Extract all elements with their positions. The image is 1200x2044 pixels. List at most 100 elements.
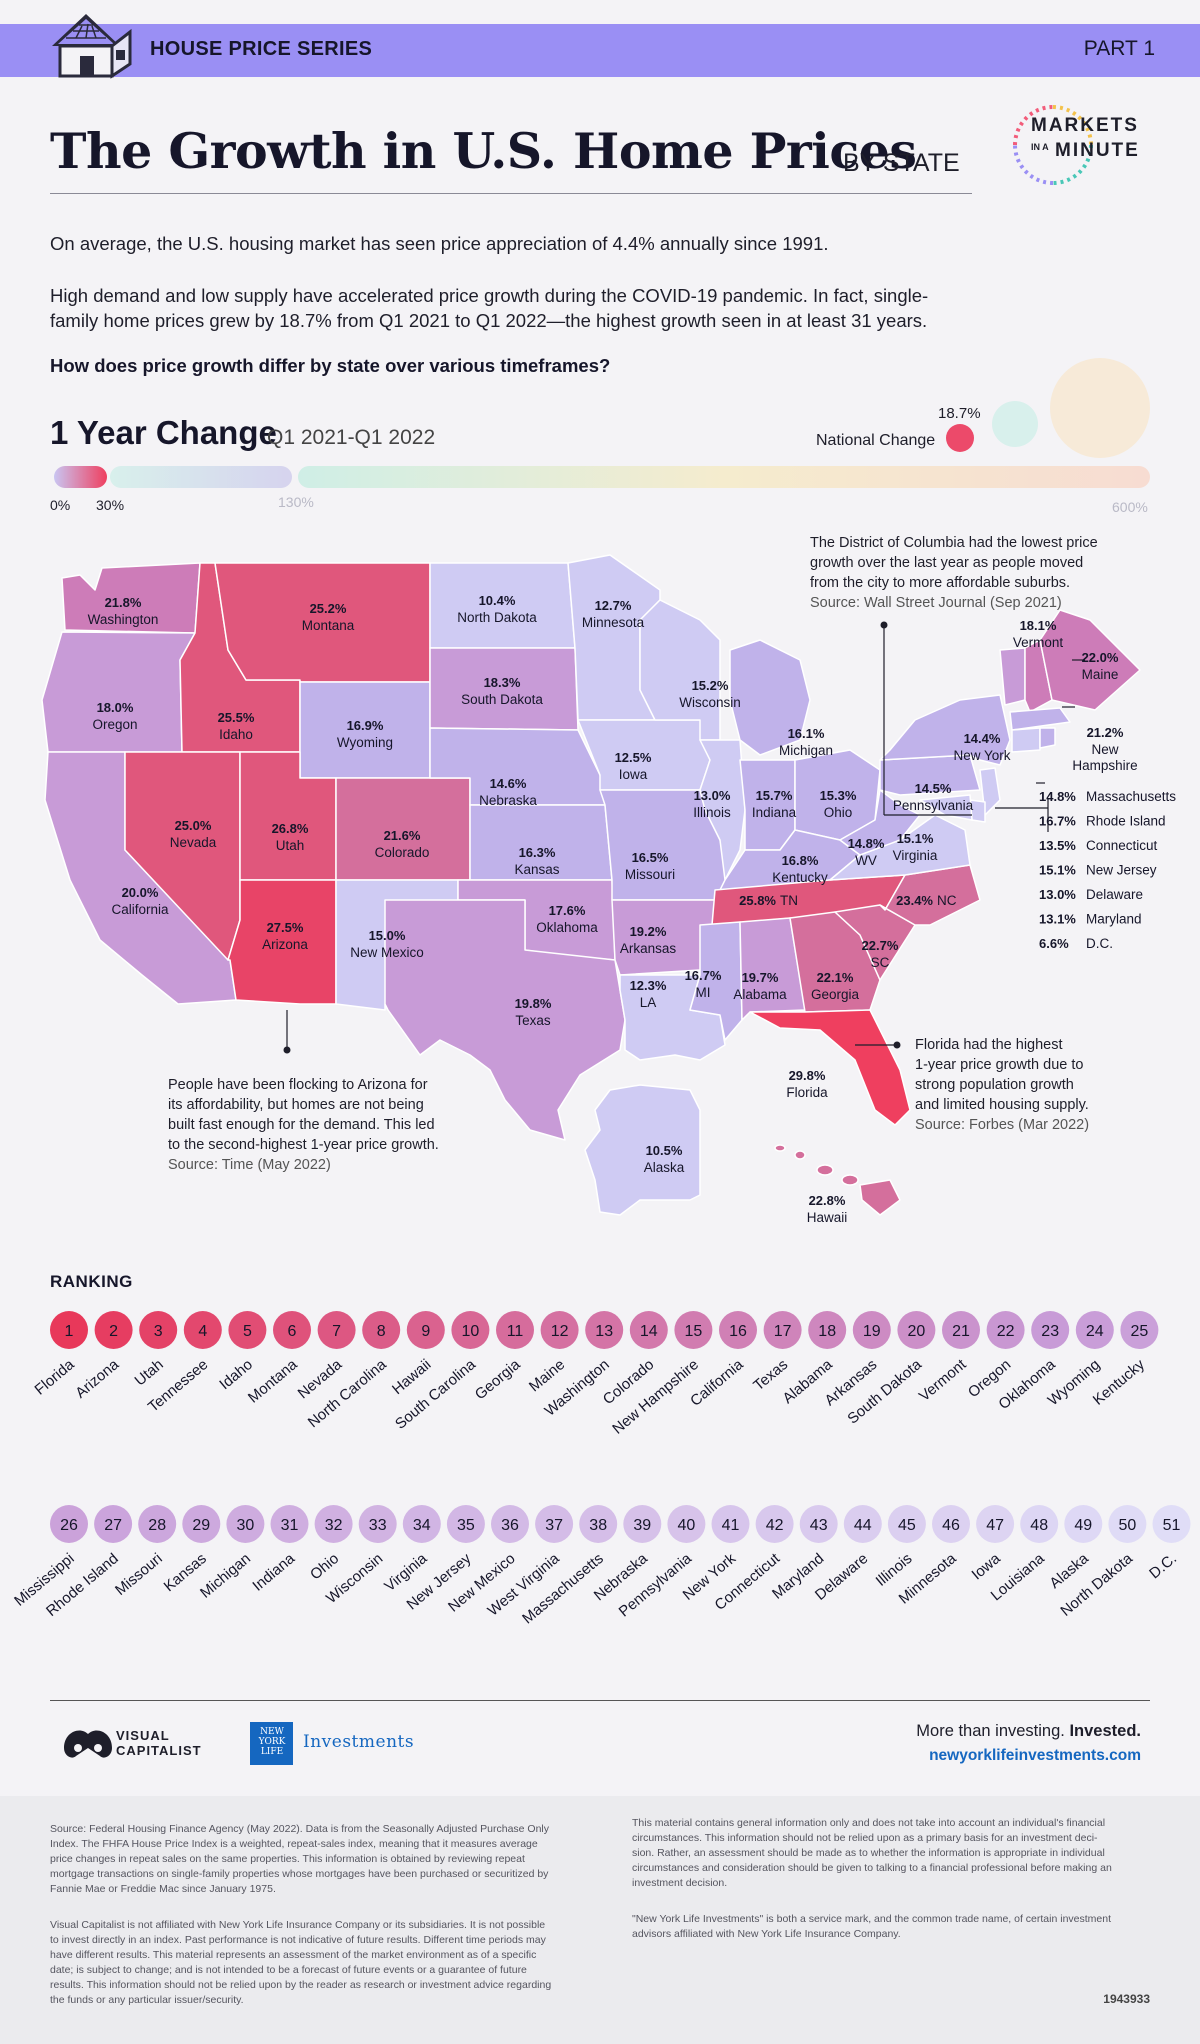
ranking-number: 14 — [640, 1323, 658, 1340]
scale-bubble-600 — [1050, 358, 1150, 458]
svg-text:16.1%: 16.1% — [788, 726, 825, 741]
visual-capitalist-logo — [64, 1730, 112, 1758]
svg-text:21.8%: 21.8% — [105, 595, 142, 610]
svg-text:10.4%: 10.4% — [479, 593, 516, 608]
house-icon — [52, 14, 132, 79]
ranking-badge — [94, 1311, 133, 1349]
ranking-badge — [226, 1505, 265, 1543]
ne-list-item: 6.6% D.C. — [1039, 936, 1113, 951]
state-label-AR: 19.2% Arkansas — [620, 924, 677, 956]
svg-text:Maine: Maine — [1082, 667, 1119, 682]
ranking-badge — [719, 1311, 757, 1349]
state-label-WV: 14.8% WV — [848, 836, 885, 868]
svg-text:15.0%: 15.0% — [369, 928, 406, 943]
state-label-CO: 21.6% Colorado — [375, 828, 430, 860]
ranking-number: 41 — [722, 1517, 740, 1534]
svg-text:19.8%: 19.8% — [515, 996, 552, 1011]
logo-word-minute: MINUTE — [1055, 140, 1140, 161]
state-label-WY: 16.9% Wyoming — [337, 718, 393, 750]
annotation-fl: Florida had the highest 1-year price gro… — [915, 1035, 1089, 1135]
ranking-item: 51 D.C. — [1146, 1505, 1191, 1582]
svg-text:22.1%: 22.1% — [817, 970, 854, 985]
svg-text:13.1%: 13.1% — [1039, 912, 1076, 927]
svg-text:12.7%: 12.7% — [595, 598, 632, 613]
change-title: 1 Year Change — [50, 414, 277, 451]
svg-text:Arizona: Arizona — [262, 937, 308, 952]
ranking-number: 21 — [952, 1323, 970, 1340]
svg-text:WV: WV — [855, 853, 877, 868]
ranking-badge — [674, 1311, 713, 1349]
disclaimer-line: advisors affiliated with New York Life I… — [632, 1928, 901, 1940]
annotation-fl-line-3: strong population growth — [915, 1077, 1074, 1093]
svg-text:Iowa: Iowa — [619, 767, 648, 782]
ranking-badge — [667, 1505, 706, 1543]
svg-text:Rhode Island: Rhode Island — [1086, 814, 1166, 829]
state-label-IA: 12.5% Iowa — [615, 750, 652, 782]
svg-text:NC: NC — [937, 893, 957, 908]
part-label: PART 1 — [1083, 37, 1155, 60]
ranking-number: 5 — [243, 1323, 252, 1340]
ranking-state-name: Indiana — [249, 1550, 298, 1595]
ne-list-item: 15.1% New Jersey — [1039, 863, 1157, 878]
state-label-OH: 15.3% Ohio — [820, 788, 857, 820]
svg-text:New Mexico: New Mexico — [350, 945, 424, 960]
ranking-number: 44 — [854, 1517, 872, 1534]
ranking-badge — [50, 1311, 88, 1349]
ranking-number: 9 — [421, 1323, 430, 1340]
scale-bar-0-30 — [54, 466, 107, 488]
ranking-number: 30 — [237, 1517, 255, 1534]
svg-text:22.0%: 22.0% — [1082, 650, 1119, 665]
svg-text:29.8%: 29.8% — [789, 1068, 826, 1083]
svg-text:16.7%: 16.7% — [685, 968, 722, 983]
ranking-number: 51 — [1163, 1517, 1181, 1534]
intro-paragraph-1: On average, the U.S. housing market has … — [50, 233, 829, 254]
disclaimer-line: mortgage transactions on single-family p… — [50, 1868, 549, 1880]
visual-capitalist-wordmark: VISUAL CAPITALIST — [116, 1728, 202, 1758]
svg-text:Nevada: Nevada — [170, 835, 217, 850]
svg-text:Florida: Florida — [786, 1085, 828, 1100]
vc-word-2: CAPITALIST — [116, 1743, 202, 1758]
disclaimer-line: results. This information should not be … — [50, 1979, 552, 1991]
ranking-badge — [976, 1505, 1015, 1543]
markets-in-a-minute-logo: MARKETS IN A MINUTE — [1013, 105, 1140, 185]
disclaimer-line: circumstances and consideration should b… — [632, 1862, 1112, 1874]
svg-text:14.4%: 14.4% — [964, 731, 1001, 746]
svg-text:Michigan: Michigan — [779, 743, 833, 758]
annotation-fl-line-4: and limited housing supply. — [915, 1097, 1089, 1113]
ranking-badge — [314, 1505, 353, 1543]
state-label-ME: 22.0% Maine — [1082, 650, 1119, 682]
nyl-url-link[interactable]: newyorklifeinvestments.com — [929, 1747, 1141, 1764]
svg-text:Georgia: Georgia — [811, 987, 860, 1002]
logo-word-markets: MARKETS — [1031, 115, 1139, 136]
svg-text:Hawaii: Hawaii — [807, 1210, 848, 1225]
svg-text:LA: LA — [640, 995, 657, 1010]
ranking-number: 13 — [595, 1323, 613, 1340]
svg-text:Virginia: Virginia — [893, 848, 938, 863]
ranking-state-name: Idaho — [216, 1356, 256, 1393]
annotation-dc-line-2: growth over the last year as people move… — [810, 555, 1084, 571]
state-label-AL: 19.7% Alabama — [733, 970, 787, 1002]
svg-text:15.7%: 15.7% — [756, 788, 793, 803]
ranking-number: 8 — [377, 1323, 386, 1340]
state-shape-MA — [1009, 707, 1071, 731]
annotation-dc: The District of Columbia had the lowest … — [810, 533, 1098, 613]
svg-text:Idaho: Idaho — [219, 727, 253, 742]
svg-text:California: California — [111, 902, 169, 917]
annotation-az-line-4: to the second-highest 1-year price growt… — [168, 1137, 439, 1153]
svg-text:Illinois: Illinois — [693, 805, 731, 820]
state-label-KS: 16.3% Kansas — [514, 845, 559, 877]
ranking-state-name: North Carolina — [305, 1356, 391, 1432]
state-shape-SC — [834, 904, 916, 981]
ranking-state-name: Utah — [132, 1356, 167, 1389]
ranking-state-name: D.C. — [1146, 1550, 1180, 1582]
ranking-number: 15 — [685, 1323, 703, 1340]
state-label-NV: 25.0% Nevada — [170, 818, 217, 850]
ranking-badge — [755, 1505, 794, 1543]
nyl-word-1: NEW — [260, 1727, 284, 1737]
state-label-NE: 14.6% Nebraska — [479, 776, 537, 808]
svg-text:15.1%: 15.1% — [897, 831, 934, 846]
svg-text:Alabama: Alabama — [733, 987, 787, 1002]
scale-label-600: 600% — [1112, 499, 1148, 515]
ranking-badge — [138, 1505, 177, 1543]
annotation-az-line-2: its affordability, but homes are not bei… — [168, 1097, 424, 1113]
